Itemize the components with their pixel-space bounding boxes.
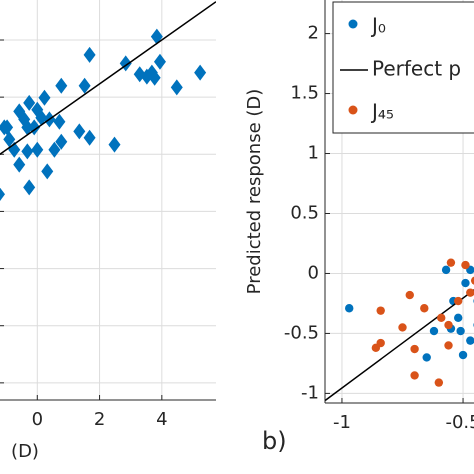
legend-label: J₄₅ bbox=[370, 100, 394, 124]
dot-point bbox=[461, 278, 470, 288]
diamond-point bbox=[73, 123, 86, 140]
diamond-point bbox=[38, 89, 51, 106]
dot-point bbox=[446, 258, 456, 267]
y-axis-label: Predicted response (D) bbox=[244, 89, 265, 295]
dot-point bbox=[441, 265, 451, 275]
diamond-point bbox=[31, 141, 44, 158]
dot-point bbox=[371, 343, 381, 353]
dot-point bbox=[398, 323, 407, 332]
x-tick-label: 2 bbox=[94, 409, 105, 430]
legend-label: J₀ bbox=[370, 14, 386, 38]
diamond-point bbox=[170, 79, 183, 96]
legend-swatch bbox=[348, 105, 358, 115]
y-tick-label: 2 bbox=[308, 23, 319, 44]
dot-point bbox=[405, 290, 414, 300]
diamond-point bbox=[13, 156, 26, 173]
diamond-point bbox=[23, 94, 36, 111]
diamond-point bbox=[53, 113, 66, 130]
panel-label: b) bbox=[262, 427, 287, 455]
dot-point bbox=[454, 313, 463, 323]
diamond-point bbox=[150, 28, 163, 45]
diamond-point bbox=[21, 143, 34, 160]
diamond-point bbox=[23, 179, 36, 196]
dot-point bbox=[420, 304, 429, 313]
diamond-point bbox=[35, 109, 48, 126]
dot-point bbox=[466, 288, 474, 297]
x-axis-label: (D) bbox=[11, 441, 39, 462]
dot-point bbox=[410, 344, 419, 354]
fit-line bbox=[0, 1, 216, 156]
diamond-point bbox=[83, 46, 96, 63]
diamond-point bbox=[48, 141, 61, 158]
dot-point bbox=[444, 320, 453, 330]
y-tick-label: -0.5 bbox=[284, 322, 319, 343]
x-tick-label: 0 bbox=[32, 409, 43, 430]
y-tick-label: 1 bbox=[308, 143, 319, 164]
dot-point bbox=[422, 353, 431, 362]
diamond-point bbox=[55, 133, 68, 150]
dot-point bbox=[437, 313, 446, 323]
diamond-point bbox=[145, 64, 158, 81]
diamond-point bbox=[1, 119, 14, 136]
dot-point bbox=[376, 306, 385, 315]
y-tick-label: -1 bbox=[301, 382, 319, 403]
y-tick-label: 0 bbox=[308, 262, 319, 283]
fit-line bbox=[325, 288, 474, 402]
diamond-point bbox=[83, 129, 96, 146]
diamond-point bbox=[119, 55, 132, 72]
diamond-point bbox=[78, 77, 91, 94]
diamond-point bbox=[153, 53, 166, 70]
x-tick-label: -0.5 bbox=[445, 412, 474, 433]
diamond-point bbox=[108, 136, 121, 153]
dot-point bbox=[461, 260, 470, 270]
y-tick-label: 1.5 bbox=[290, 83, 319, 104]
plot-area bbox=[0, 0, 216, 400]
dot-point bbox=[458, 350, 468, 360]
dot-point bbox=[410, 371, 419, 380]
legend-swatch bbox=[348, 19, 358, 29]
y-tick-label: 0.5 bbox=[290, 202, 319, 223]
dot-point bbox=[466, 336, 474, 345]
diamond-point bbox=[41, 163, 54, 180]
diamond-point bbox=[55, 77, 68, 94]
dot-point bbox=[456, 326, 465, 336]
dot-point bbox=[454, 296, 463, 306]
dot-point bbox=[444, 341, 453, 350]
diamond-point bbox=[0, 187, 5, 201]
dot-point bbox=[470, 276, 474, 285]
x-tick-label: 4 bbox=[156, 409, 167, 430]
diamond-point bbox=[21, 119, 34, 136]
dot-point bbox=[434, 378, 444, 387]
dot-point bbox=[345, 304, 354, 313]
diamond-point bbox=[194, 64, 207, 81]
x-tick-label: -1 bbox=[333, 412, 351, 433]
dot-point bbox=[429, 326, 439, 336]
legend-label: Perfect p bbox=[372, 57, 461, 81]
diamond-point bbox=[3, 131, 16, 148]
